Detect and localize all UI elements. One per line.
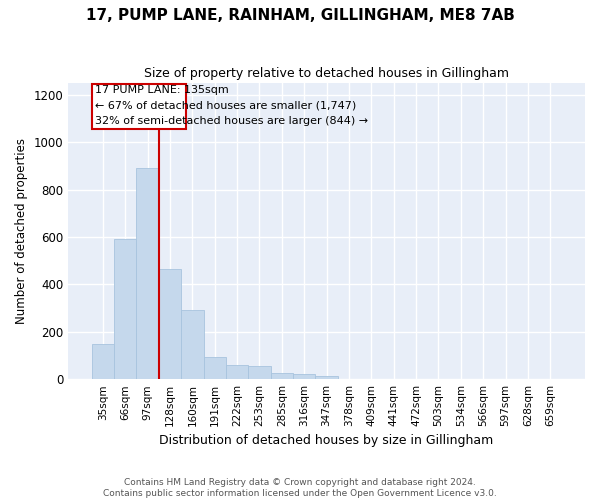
Text: ← 67% of detached houses are smaller (1,747): ← 67% of detached houses are smaller (1,… xyxy=(95,100,356,110)
Bar xyxy=(114,240,136,379)
Bar xyxy=(248,366,271,379)
Bar xyxy=(92,84,185,130)
Text: Contains HM Land Registry data © Crown copyright and database right 2024.
Contai: Contains HM Land Registry data © Crown c… xyxy=(103,478,497,498)
Bar xyxy=(316,376,338,379)
Bar xyxy=(203,356,226,379)
Title: Size of property relative to detached houses in Gillingham: Size of property relative to detached ho… xyxy=(144,68,509,80)
Bar xyxy=(159,268,181,379)
Bar xyxy=(136,168,159,379)
Bar xyxy=(293,374,316,379)
Bar xyxy=(226,365,248,379)
Bar xyxy=(271,373,293,379)
Bar xyxy=(92,344,114,379)
Y-axis label: Number of detached properties: Number of detached properties xyxy=(15,138,28,324)
Text: 17, PUMP LANE, RAINHAM, GILLINGHAM, ME8 7AB: 17, PUMP LANE, RAINHAM, GILLINGHAM, ME8 … xyxy=(86,8,514,22)
Text: 17 PUMP LANE: 135sqm: 17 PUMP LANE: 135sqm xyxy=(95,86,229,96)
Bar xyxy=(181,310,203,379)
X-axis label: Distribution of detached houses by size in Gillingham: Distribution of detached houses by size … xyxy=(160,434,494,448)
Text: 32% of semi-detached houses are larger (844) →: 32% of semi-detached houses are larger (… xyxy=(95,116,368,126)
